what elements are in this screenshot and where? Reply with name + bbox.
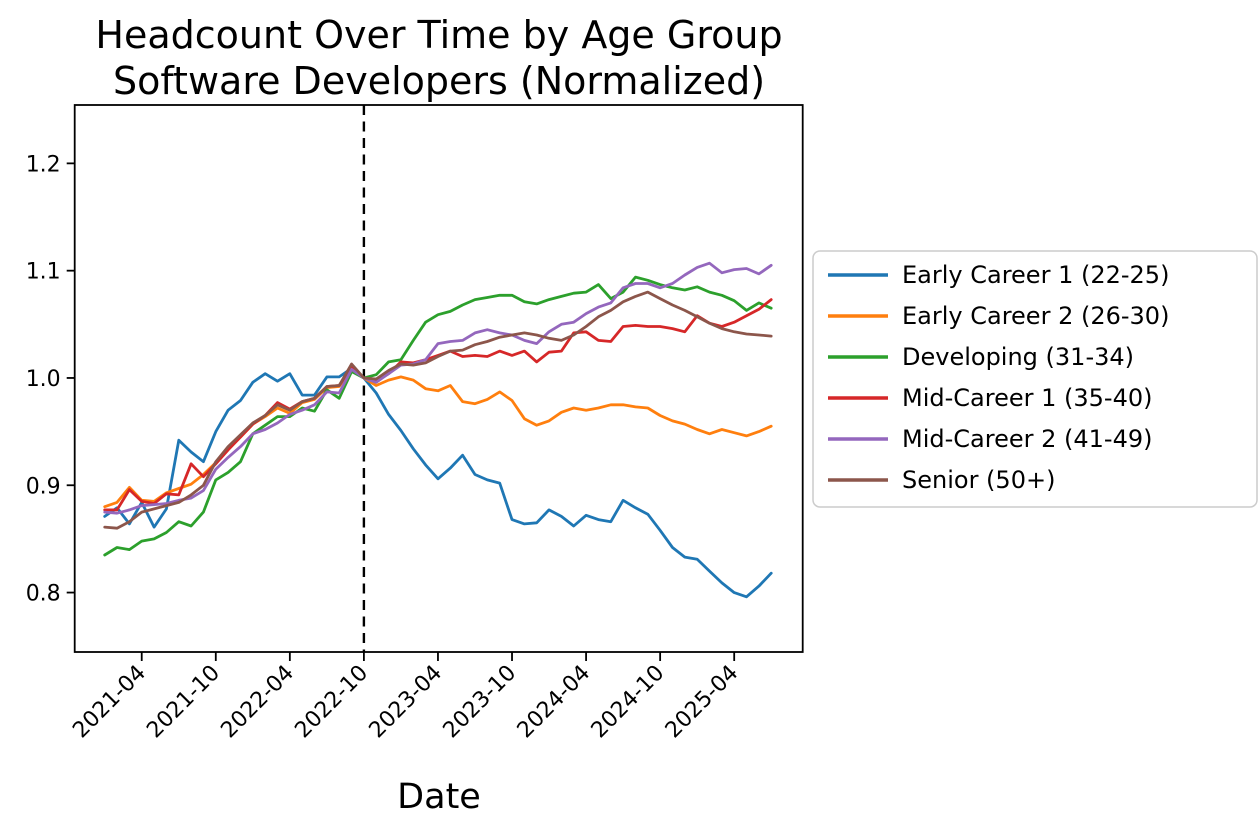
x-tick-label: 2021-10 <box>142 661 225 744</box>
legend-item-developing-31-34: Developing (31-34) <box>828 343 1134 371</box>
x-tick-label: 2025-04 <box>661 661 744 744</box>
x-tick-label: 2023-04 <box>365 661 448 744</box>
series-line-early-career-1-22-25 <box>103 366 773 599</box>
y-tick-label: 0.9 <box>26 474 61 499</box>
x-tick-label: 2022-04 <box>216 661 299 744</box>
legend-box <box>812 250 1258 508</box>
y-tick-label: 0.8 <box>26 582 61 607</box>
chart-title-line1: Headcount Over Time by Age Group <box>95 13 782 57</box>
legend-label: Developing (31-34) <box>902 343 1134 371</box>
plot-border <box>73 104 804 653</box>
legend-label: Early Career 2 (26-30) <box>902 302 1169 330</box>
series-line-mid-career-2-41-49 <box>103 261 773 515</box>
y-tick-label: 1.1 <box>26 260 61 285</box>
legend-label: Mid-Career 1 (35-40) <box>902 384 1152 412</box>
series-line-senior-50 <box>103 290 773 530</box>
chart-title-line2: Software Developers (Normalized) <box>113 59 765 103</box>
x-tick-label: 2021-04 <box>68 661 151 744</box>
legend-item-senior-50: Senior (50+) <box>828 466 1055 494</box>
x-tick-label: 2022-10 <box>290 661 373 744</box>
legend-item-early-career-1-22-25: Early Career 1 (22-25) <box>828 261 1169 289</box>
x-tick-label: 2023-10 <box>439 661 522 744</box>
legend-label: Early Career 1 (22-25) <box>902 261 1169 289</box>
legend: Early Career 1 (22-25) Early Career 2 (26… <box>812 250 1258 508</box>
legend-item-mid-career-2-41-49: Mid-Career 2 (41-49) <box>828 425 1152 453</box>
legend-item-mid-career-1-35-40: Mid-Career 1 (35-40) <box>828 384 1152 412</box>
legend-label: Senior (50+) <box>902 466 1055 494</box>
legend-item-early-career-2-26-30: Early Career 2 (26-30) <box>828 302 1169 330</box>
x-axis-label: Date <box>397 777 481 817</box>
series-line-developing-31-34 <box>103 275 773 557</box>
legend-label: Mid-Career 2 (41-49) <box>902 425 1152 453</box>
x-tick-label: 2024-10 <box>587 661 670 744</box>
x-tick-label: 2024-04 <box>513 661 596 744</box>
series-layer <box>103 261 773 599</box>
y-tick-label: 1.0 <box>26 367 61 392</box>
y-tick-label: 1.2 <box>26 152 61 177</box>
